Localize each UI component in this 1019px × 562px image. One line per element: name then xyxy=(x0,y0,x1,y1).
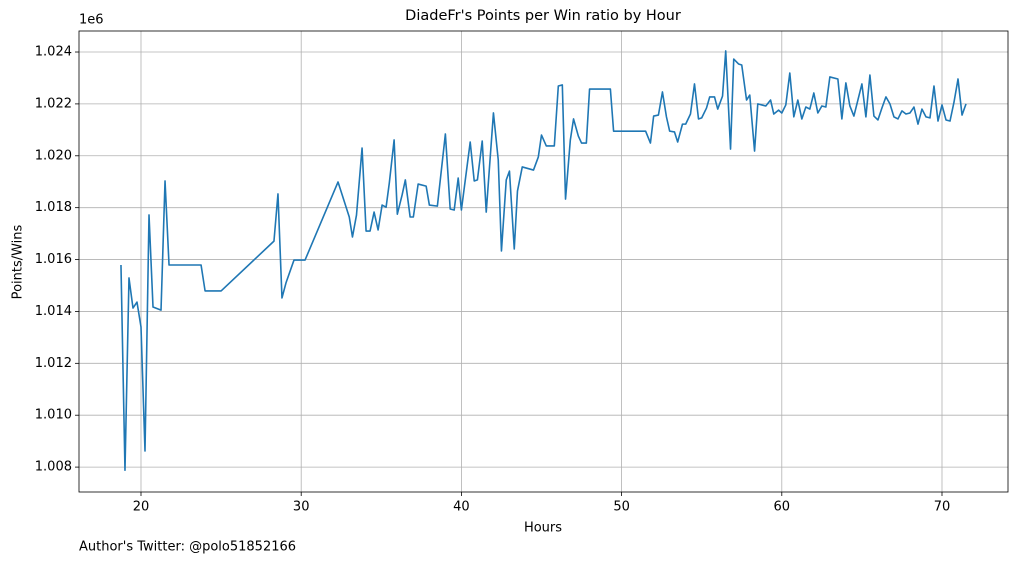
y-tick-label: 1.010 xyxy=(35,408,72,423)
data-line xyxy=(120,50,967,472)
x-tick-label: 70 xyxy=(934,500,951,515)
y-tick-label: 1.022 xyxy=(35,96,72,111)
x-tick-label: 60 xyxy=(774,500,791,515)
x-tick-label: 50 xyxy=(613,500,630,515)
y-offset-label: 1e6 xyxy=(79,13,104,28)
y-tick-label: 1.020 xyxy=(35,148,72,163)
chart-title: DiadeFr's Points per Win ratio by Hour xyxy=(405,8,681,24)
y-tick-label: 1.016 xyxy=(35,252,72,267)
x-axis-label: Hours xyxy=(524,521,562,536)
y-axis-label: Points/Wins xyxy=(11,224,26,299)
x-tick-label: 30 xyxy=(293,500,310,515)
y-tick-label: 1.012 xyxy=(35,356,72,371)
y-tick-label: 1.014 xyxy=(35,304,72,319)
footer: Author's Twitter: @polo51852166 xyxy=(79,540,296,555)
y-tick-label: 1.018 xyxy=(35,200,72,215)
y-tick-label: 1.008 xyxy=(35,460,72,475)
plot-frame xyxy=(78,30,1009,493)
y-tick-label: 1.024 xyxy=(35,45,72,60)
x-tick-label: 20 xyxy=(133,500,150,515)
x-tick-label: 40 xyxy=(453,500,470,515)
